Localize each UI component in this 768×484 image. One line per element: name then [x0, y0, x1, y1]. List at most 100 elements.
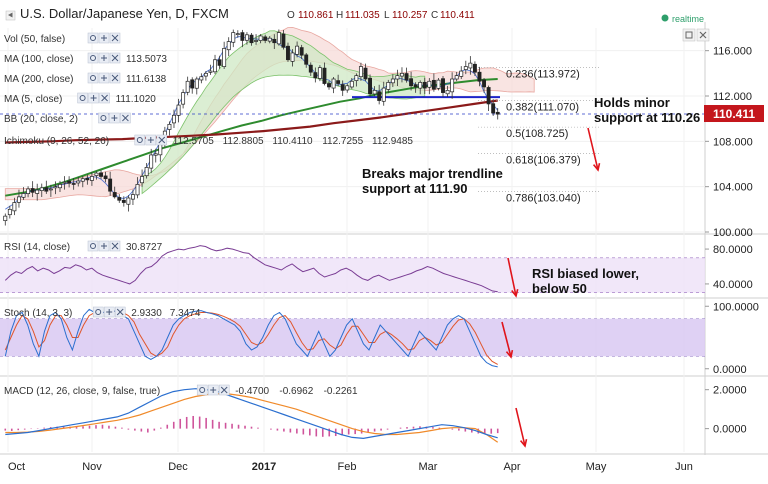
candle-body[interactable]: [94, 172, 99, 176]
maximize-icon[interactable]: [682, 28, 696, 42]
candle-body[interactable]: [377, 91, 382, 101]
candle-body[interactable]: [313, 72, 318, 79]
candle-body[interactable]: [185, 80, 190, 93]
candle-body[interactable]: [48, 188, 53, 191]
candle-body[interactable]: [263, 36, 268, 41]
candle-body[interactable]: [240, 32, 245, 41]
close-icon[interactable]: [99, 92, 110, 104]
plus-icon[interactable]: [98, 32, 110, 44]
candle-body[interactable]: [121, 199, 126, 203]
candle-body[interactable]: [217, 59, 222, 66]
candle-body[interactable]: [336, 80, 341, 84]
candle-body[interactable]: [181, 92, 186, 105]
candle-body[interactable]: [67, 180, 72, 184]
candle-body[interactable]: [276, 32, 281, 45]
candle-body[interactable]: [459, 70, 464, 77]
candle-body[interactable]: [39, 187, 44, 191]
candle-body[interactable]: [126, 197, 131, 205]
gear-icon[interactable]: [87, 240, 99, 252]
candle-body[interactable]: [400, 72, 404, 77]
candle-body[interactable]: [404, 73, 409, 81]
candle-body[interactable]: [172, 114, 176, 124]
candle-body[interactable]: [35, 189, 40, 194]
candle-body[interactable]: [44, 187, 49, 192]
candle-body[interactable]: [354, 75, 359, 81]
plus-icon[interactable]: [98, 72, 110, 84]
gear-icon[interactable]: [196, 384, 208, 396]
plus-icon[interactable]: [103, 306, 115, 318]
rsi-panel[interactable]: 40.0000 80.0000: [0, 244, 753, 293]
candle-body[interactable]: [99, 172, 103, 177]
candle-body[interactable]: [472, 63, 477, 73]
candle-body[interactable]: [21, 193, 26, 198]
realtime-label[interactable]: realtime: [672, 14, 704, 24]
candle-body[interactable]: [231, 32, 236, 43]
candle-body[interactable]: [363, 67, 368, 80]
macd-line[interactable]: [5, 388, 498, 440]
close-icon[interactable]: [109, 32, 121, 44]
candle-body[interactable]: [272, 38, 277, 44]
candle-body[interactable]: [454, 75, 459, 80]
candle-body[interactable]: [149, 154, 154, 169]
candle-body[interactable]: [103, 175, 108, 180]
candle-body[interactable]: [491, 103, 496, 114]
candle-body[interactable]: [249, 34, 254, 44]
candle-body[interactable]: [267, 37, 272, 42]
candle-body[interactable]: [80, 178, 85, 182]
candle-body[interactable]: [381, 87, 386, 102]
candle-body[interactable]: [112, 192, 117, 198]
candle-body[interactable]: [299, 47, 304, 56]
candle-body[interactable]: [349, 80, 354, 88]
gear-icon[interactable]: [98, 112, 109, 124]
candle-body[interactable]: [413, 84, 418, 88]
candle-body[interactable]: [441, 78, 445, 93]
close-icon[interactable]: [109, 72, 121, 84]
candle-body[interactable]: [7, 208, 12, 216]
candle-body[interactable]: [153, 153, 158, 156]
gear-icon[interactable]: [87, 32, 99, 44]
candle-body[interactable]: [482, 79, 486, 88]
candle-body[interactable]: [235, 33, 240, 36]
candle-body[interactable]: [308, 64, 313, 73]
candle-body[interactable]: [258, 35, 263, 41]
gear-icon[interactable]: [87, 52, 99, 64]
candle-body[interactable]: [140, 176, 145, 184]
candle-body[interactable]: [450, 78, 455, 93]
plus-icon[interactable]: [88, 92, 99, 104]
candle-body[interactable]: [322, 67, 327, 84]
candle-body[interactable]: [486, 87, 491, 105]
candle-body[interactable]: [372, 89, 377, 95]
candle-body[interactable]: [445, 89, 450, 95]
candle-body[interactable]: [368, 77, 372, 95]
candle-body[interactable]: [358, 66, 363, 78]
candle-body[interactable]: [340, 84, 345, 91]
candle-body[interactable]: [213, 59, 217, 73]
candle-body[interactable]: [199, 76, 204, 81]
close-icon[interactable]: [218, 384, 230, 396]
plus-icon[interactable]: [145, 134, 157, 146]
plus-icon[interactable]: [98, 52, 110, 64]
candle-body[interactable]: [304, 54, 309, 65]
candle-body[interactable]: [431, 79, 436, 90]
close-icon[interactable]: [109, 52, 121, 64]
stochastic-panel[interactable]: 0.0000 100.0000: [0, 301, 759, 376]
candle-body[interactable]: [71, 183, 76, 185]
candle-body[interactable]: [436, 79, 441, 89]
close-panel-icon[interactable]: [696, 28, 710, 42]
candle-body[interactable]: [495, 111, 500, 115]
candle-body[interactable]: [331, 78, 336, 89]
candle-body[interactable]: [286, 45, 290, 61]
plus-icon[interactable]: [98, 240, 110, 252]
gear-icon[interactable]: [77, 92, 88, 104]
candle-body[interactable]: [386, 82, 391, 90]
candle-body[interactable]: [131, 194, 135, 200]
candle-body[interactable]: [395, 75, 400, 80]
candle-body[interactable]: [422, 81, 427, 89]
candle-body[interactable]: [117, 197, 122, 201]
gear-icon[interactable]: [92, 306, 104, 318]
macd-signal-line[interactable]: [5, 392, 499, 443]
candle-body[interactable]: [108, 178, 113, 192]
candle-body[interactable]: [176, 104, 181, 116]
candle-body[interactable]: [390, 78, 395, 84]
